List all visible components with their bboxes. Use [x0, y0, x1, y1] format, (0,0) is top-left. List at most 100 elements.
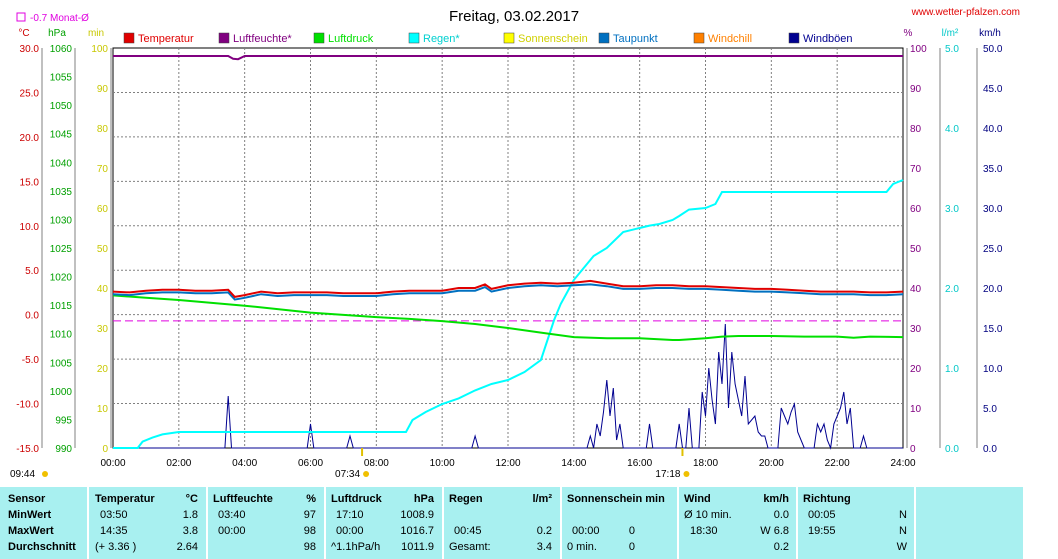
hum-max-time: 00:00 — [218, 525, 246, 537]
header-sensor: Sensor — [8, 493, 46, 505]
stats-table: Sensor MinWert MaxWert Durchschnitt Temp… — [0, 487, 1023, 559]
temp-tick-label: 15.0 — [20, 177, 40, 188]
chart-title: Freitag, 03.02.2017 — [449, 8, 579, 25]
press-tick-label: 1060 — [50, 44, 73, 55]
wind-tick-label: 10.0 — [983, 364, 1003, 375]
press-min: 1008.9 — [400, 509, 434, 521]
press-tick-label: 1015 — [50, 301, 73, 312]
series-line-temperatur — [112, 279, 904, 298]
press-tick-label: 1020 — [50, 273, 73, 284]
press-tick-label: 1025 — [50, 244, 73, 255]
row-label-min: MinWert — [8, 509, 52, 521]
dir-min-time: 00:05 — [808, 509, 836, 521]
header-hum-unit: % — [306, 493, 316, 505]
legend-label: Windchill — [708, 33, 752, 45]
x-tick-label: 14:00 — [561, 458, 586, 469]
header-direction: Richtung — [803, 493, 851, 505]
hum-axis-unit: % — [904, 28, 913, 39]
x-tick-label: 04:00 — [232, 458, 257, 469]
press-tick-label: 1055 — [50, 73, 73, 84]
x-tick-label: 22:00 — [825, 458, 850, 469]
sun-tick-label: 100 — [91, 44, 108, 55]
table-divider — [87, 487, 89, 559]
header-temp-unit: °C — [185, 493, 198, 505]
press-tick-label: 1050 — [50, 101, 73, 112]
legend-label: Temperatur — [138, 33, 194, 45]
legend-swatch — [123, 32, 135, 44]
hum-tick-label: 90 — [910, 84, 922, 95]
table-divider — [560, 487, 562, 559]
rain-axis-unit: l/m² — [942, 28, 959, 39]
sun-tick-label: 90 — [97, 84, 109, 95]
dir-max-time: 19:55 — [808, 525, 836, 537]
dir-avg: W — [896, 541, 907, 553]
legend-swatch — [788, 32, 800, 44]
legend-label: Windböen — [803, 33, 853, 45]
temp-tick-label: 0.0 — [25, 311, 39, 322]
rain-tick-label: 3.0 — [945, 204, 959, 215]
x-tick-label: 18:00 — [693, 458, 718, 469]
rain-tick-label: 5.0 — [945, 44, 959, 55]
temp-tick-label: 5.0 — [25, 266, 39, 277]
sun-tick-label: 60 — [97, 204, 109, 215]
table-divider — [324, 487, 326, 559]
sunrise-label: 07:34 — [335, 469, 360, 480]
header-rain: Regen — [449, 493, 483, 505]
weather-chart: Freitag, 03.02.2017 www.wetter-pfalzen.c… — [10, 7, 1020, 480]
hum-tick-label: 20 — [910, 364, 922, 375]
press-tick-label: 1000 — [50, 387, 73, 398]
series-line-taupunkt — [112, 283, 904, 301]
wind-tick-label: 30.0 — [983, 204, 1003, 215]
press-tick-label: 995 — [55, 415, 72, 426]
wind-min: 0.0 — [773, 509, 789, 521]
x-tick-label: 24:00 — [890, 458, 915, 469]
hum-tick-label: 10 — [910, 404, 922, 415]
dir-max: N — [899, 525, 907, 537]
temp-tick-label: -10.0 — [16, 400, 39, 411]
press-axis-unit: hPa — [48, 28, 66, 39]
hum-tick-label: 80 — [910, 124, 922, 135]
hum-tick-label: 60 — [910, 204, 922, 215]
wind-max-time: 18:30 — [690, 525, 718, 537]
wind-tick-label: 45.0 — [983, 84, 1003, 95]
sun-tick-label: 0 — [102, 444, 108, 455]
rain-max-time: 00:45 — [454, 525, 482, 537]
header-wind: Wind — [684, 493, 711, 505]
rain-tick-label: 0.0 — [945, 444, 959, 455]
series-line-luftfeuchte — [113, 55, 903, 61]
wind-tick-label: 15.0 — [983, 324, 1003, 335]
wind-tick-label: 40.0 — [983, 124, 1003, 135]
website-url: www.wetter-pfalzen.com — [911, 7, 1020, 18]
header-wind-unit: km/h — [763, 493, 789, 505]
press-max: 1016.7 — [400, 525, 434, 537]
rain-max: 0.2 — [536, 525, 552, 537]
sun-total-note: 0 min. — [567, 541, 597, 553]
sun-tick-label: 80 — [97, 124, 109, 135]
press-tick-label: 1010 — [50, 330, 73, 341]
wind-tick-label: 5.0 — [983, 404, 997, 415]
rain-total: 3.4 — [536, 541, 552, 553]
rain-tick-label: 4.0 — [945, 124, 959, 135]
hum-tick-label: 70 — [910, 164, 922, 175]
x-tick-label: 00:00 — [100, 458, 125, 469]
series-line-windben — [113, 323, 903, 450]
daylength-sun-icon — [42, 471, 48, 477]
wind-tick-label: 50.0 — [983, 44, 1003, 55]
header-humidity: Luftfeuchte — [213, 493, 273, 505]
wind-axis-unit: km/h — [979, 28, 1001, 39]
row-label-avg: Durchschnitt — [8, 541, 76, 553]
temp-tick-label: 20.0 — [20, 133, 40, 144]
header-rain-unit: l/m² — [532, 493, 552, 505]
wind-tick-label: 25.0 — [983, 244, 1003, 255]
hum-min: 97 — [303, 509, 316, 521]
hum-tick-label: 50 — [910, 244, 922, 255]
hum-min-time: 03:40 — [218, 509, 246, 521]
wind-tick-label: 20.0 — [983, 284, 1003, 295]
press-tick-label: 1035 — [50, 187, 73, 198]
legend-swatch — [598, 32, 610, 44]
sun-tick-label: 10 — [97, 404, 109, 415]
x-tick-label: 02:00 — [166, 458, 191, 469]
sun-max: 0 — [628, 525, 635, 537]
sunrise-sun-icon — [363, 471, 370, 477]
press-min-time: 17:10 — [336, 509, 364, 521]
